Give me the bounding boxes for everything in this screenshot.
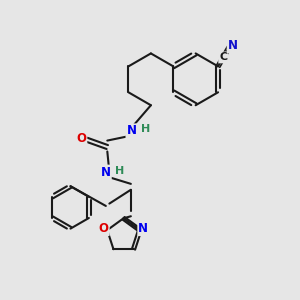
Text: O: O <box>99 222 109 235</box>
Text: N: N <box>101 166 111 178</box>
Text: C: C <box>219 52 227 62</box>
Text: H: H <box>115 166 124 176</box>
Text: N: N <box>228 39 238 52</box>
Text: O: O <box>76 132 86 145</box>
Text: N: N <box>127 124 136 137</box>
Text: N: N <box>138 222 148 235</box>
Text: H: H <box>141 124 150 134</box>
